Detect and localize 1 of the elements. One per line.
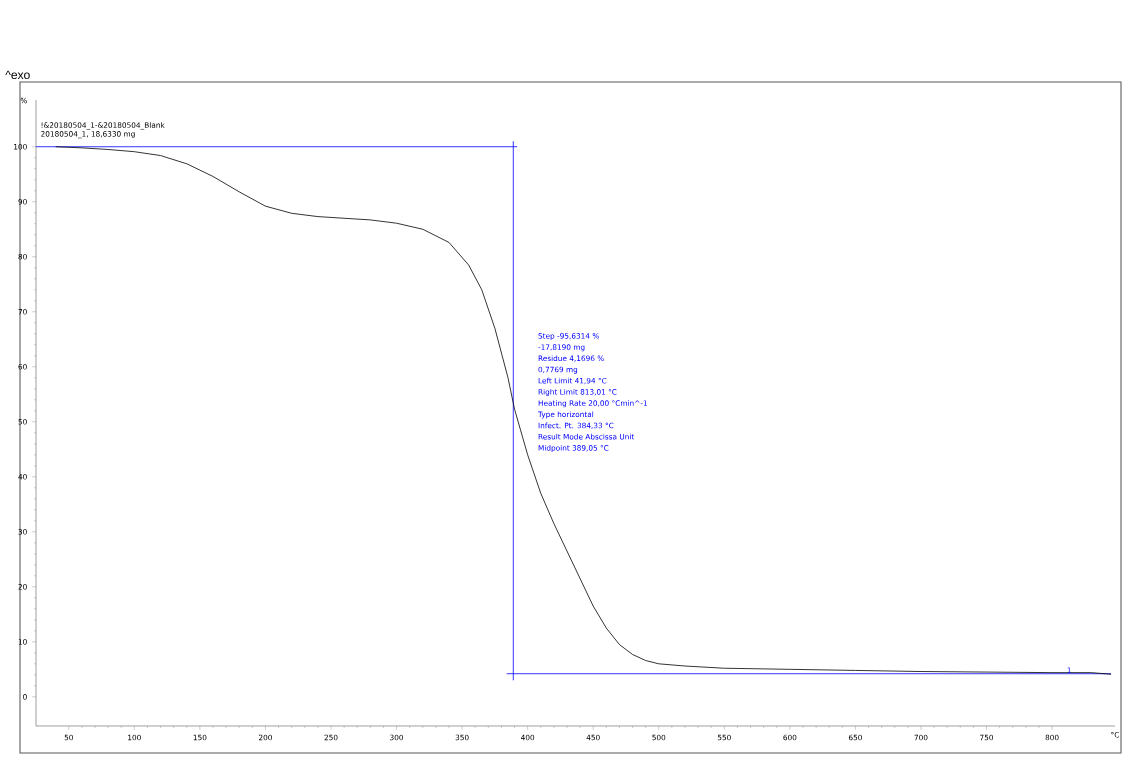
chart-title: ^exo	[5, 70, 30, 80]
